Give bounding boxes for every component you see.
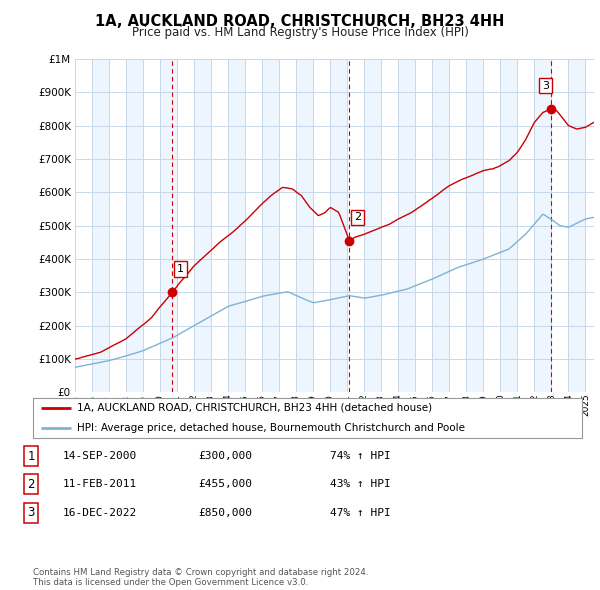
Text: Price paid vs. HM Land Registry's House Price Index (HPI): Price paid vs. HM Land Registry's House … <box>131 26 469 39</box>
Bar <box>245 59 262 392</box>
Bar <box>517 59 535 392</box>
Text: £455,000: £455,000 <box>198 480 252 489</box>
Text: 14-SEP-2000: 14-SEP-2000 <box>63 451 137 461</box>
Bar <box>535 59 551 392</box>
Bar <box>484 59 500 392</box>
Text: £850,000: £850,000 <box>198 508 252 517</box>
Text: 11-FEB-2011: 11-FEB-2011 <box>63 480 137 489</box>
Text: 2: 2 <box>354 212 361 222</box>
Bar <box>449 59 466 392</box>
Bar <box>347 59 364 392</box>
Bar <box>279 59 296 392</box>
Text: 47% ↑ HPI: 47% ↑ HPI <box>330 508 391 517</box>
Text: 16-DEC-2022: 16-DEC-2022 <box>63 508 137 517</box>
Bar <box>126 59 143 392</box>
Text: 43% ↑ HPI: 43% ↑ HPI <box>330 480 391 489</box>
Bar <box>415 59 433 392</box>
Bar <box>500 59 517 392</box>
Bar <box>313 59 330 392</box>
Text: Contains HM Land Registry data © Crown copyright and database right 2024.
This d: Contains HM Land Registry data © Crown c… <box>33 568 368 587</box>
Bar <box>466 59 484 392</box>
Text: 1: 1 <box>177 264 184 274</box>
Bar <box>194 59 211 392</box>
Text: 2: 2 <box>28 478 35 491</box>
Bar <box>364 59 381 392</box>
Bar <box>262 59 279 392</box>
Bar <box>551 59 568 392</box>
Text: 1A, AUCKLAND ROAD, CHRISTCHURCH, BH23 4HH: 1A, AUCKLAND ROAD, CHRISTCHURCH, BH23 4H… <box>95 14 505 28</box>
Bar <box>109 59 126 392</box>
Bar <box>398 59 415 392</box>
Text: £300,000: £300,000 <box>198 451 252 461</box>
Bar <box>586 59 600 392</box>
Bar <box>143 59 160 392</box>
Bar <box>75 59 92 392</box>
Bar <box>177 59 194 392</box>
Bar <box>211 59 228 392</box>
Bar <box>330 59 347 392</box>
Bar <box>92 59 109 392</box>
Text: 1: 1 <box>28 450 35 463</box>
Bar <box>160 59 177 392</box>
Bar <box>228 59 245 392</box>
Bar <box>296 59 313 392</box>
Text: 74% ↑ HPI: 74% ↑ HPI <box>330 451 391 461</box>
Text: 1A, AUCKLAND ROAD, CHRISTCHURCH, BH23 4HH (detached house): 1A, AUCKLAND ROAD, CHRISTCHURCH, BH23 4H… <box>77 403 432 412</box>
Bar <box>433 59 449 392</box>
Text: 3: 3 <box>28 506 35 519</box>
Text: 3: 3 <box>542 81 549 91</box>
Text: HPI: Average price, detached house, Bournemouth Christchurch and Poole: HPI: Average price, detached house, Bour… <box>77 423 465 432</box>
Bar <box>568 59 586 392</box>
Bar <box>381 59 398 392</box>
